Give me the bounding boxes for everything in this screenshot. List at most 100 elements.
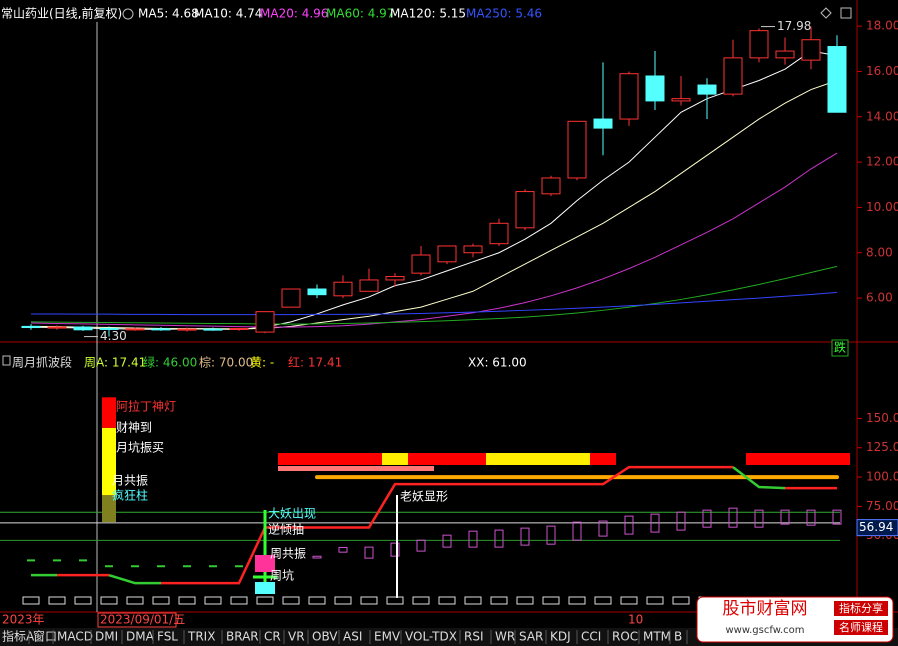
watermark: 股市财富网 www.gscfw.com 指标分享 名师课程 — [696, 596, 894, 643]
column-segment — [102, 495, 116, 523]
candle-body — [541, 177, 561, 195]
signal-strip — [564, 453, 590, 465]
tab[interactable]: OBV — [312, 630, 338, 644]
watermark-url: www.gscfw.com — [726, 625, 805, 636]
tab[interactable]: ASI — [343, 630, 362, 644]
signal-strip — [512, 453, 538, 465]
watermark-link[interactable]: 指标分享 — [839, 601, 883, 615]
tab[interactable]: DMI — [95, 630, 118, 644]
signal-label: 月坑振买 — [116, 440, 164, 455]
purple-box — [494, 529, 504, 548]
candle-body — [515, 191, 535, 229]
base-box — [334, 596, 352, 605]
base-box — [100, 596, 118, 605]
tab[interactable]: EMV — [374, 630, 401, 644]
signal-strip — [772, 453, 798, 465]
diamond-icon[interactable] — [820, 7, 832, 19]
base-box — [438, 596, 456, 605]
base-box — [594, 596, 612, 605]
base-box — [230, 596, 248, 605]
signal-strip — [304, 466, 330, 471]
base-box — [74, 596, 92, 605]
base-box — [620, 596, 638, 605]
ma-label: MA120: 5.15 — [390, 7, 466, 21]
column-segment — [102, 397, 116, 428]
y-tick-label: 16.00 — [866, 64, 898, 78]
current-value-box — [856, 519, 898, 537]
link-box[interactable] — [834, 601, 888, 616]
candle-body — [411, 254, 431, 274]
tab[interactable]: CCI — [581, 630, 601, 644]
indicator-icon[interactable] — [2, 355, 11, 366]
purple-box — [416, 539, 426, 552]
candle-body — [567, 120, 587, 179]
tab[interactable]: BRAR — [226, 630, 259, 644]
candle-body — [229, 327, 249, 330]
corner-text: 跌 — [834, 340, 846, 355]
tab[interactable]: WR — [495, 630, 515, 644]
purple-box — [728, 507, 738, 528]
signal-strip — [434, 453, 460, 465]
tab[interactable]: MTM — [643, 630, 671, 644]
candle-body — [645, 75, 665, 102]
high-label: 17.98 — [777, 19, 811, 33]
signal-label: 大妖出现 — [268, 507, 316, 521]
tab[interactable]: 指标A — [2, 629, 35, 644]
legend-entry: 棕: 70.00 — [199, 355, 253, 370]
signal-label: 周坑 — [270, 568, 294, 583]
signal-label: 财神到 — [116, 421, 152, 435]
base-box — [542, 596, 560, 605]
tab[interactable]: FSL — [157, 630, 178, 644]
candle-body — [489, 222, 509, 245]
ma-line — [30, 265, 838, 325]
settings-icon[interactable] — [840, 7, 852, 19]
purple-box — [676, 511, 686, 531]
tab[interactable]: DMA — [126, 630, 155, 644]
tab[interactable]: VOL-TDX — [405, 630, 457, 644]
candle-body — [47, 326, 67, 329]
candle-body — [671, 98, 691, 102]
signal-strip — [356, 453, 382, 465]
purple-box — [806, 509, 816, 526]
signal-strip — [460, 453, 486, 465]
base-box — [178, 596, 196, 605]
purple-box — [468, 530, 478, 548]
tab-bar — [0, 628, 898, 646]
candle-body — [255, 311, 275, 333]
purple-box — [338, 546, 348, 553]
tab[interactable]: MACD — [57, 630, 93, 644]
tab[interactable]: CR — [264, 630, 281, 644]
candle-body — [359, 279, 379, 292]
purple-box — [546, 525, 556, 545]
base-box — [126, 596, 144, 605]
column-segment — [102, 427, 116, 496]
tab[interactable]: B — [674, 630, 682, 644]
legend-entry: 黄: - — [250, 356, 274, 370]
purple-box — [624, 515, 634, 535]
ma-label: MA20: 4.96 — [260, 7, 328, 21]
tab[interactable]: KDJ — [550, 630, 571, 644]
tab[interactable]: RSI — [464, 630, 484, 644]
watermark-link[interactable]: 名师课程 — [839, 620, 883, 634]
ma-label: MA250: 5.46 — [466, 7, 542, 21]
tab[interactable]: TRIX — [187, 630, 215, 644]
candle-body — [775, 50, 795, 59]
tab[interactable]: SAR — [519, 630, 543, 644]
candle-body — [21, 325, 41, 329]
tab[interactable]: 窗口 — [33, 630, 57, 644]
candle-body — [125, 328, 145, 331]
close-icon[interactable] — [122, 8, 134, 20]
signal-strip — [408, 466, 434, 471]
tab[interactable]: ROC — [612, 630, 638, 644]
low-label: 4.30 — [100, 329, 127, 343]
signal-strip — [330, 453, 356, 465]
purple-box — [650, 513, 660, 533]
signal-label: 疯狂柱 — [112, 488, 148, 503]
candle-body — [749, 30, 769, 59]
candle-body — [801, 39, 821, 61]
link-box[interactable] — [834, 620, 888, 635]
tab[interactable]: VR — [288, 630, 305, 644]
purple-box — [390, 542, 400, 557]
